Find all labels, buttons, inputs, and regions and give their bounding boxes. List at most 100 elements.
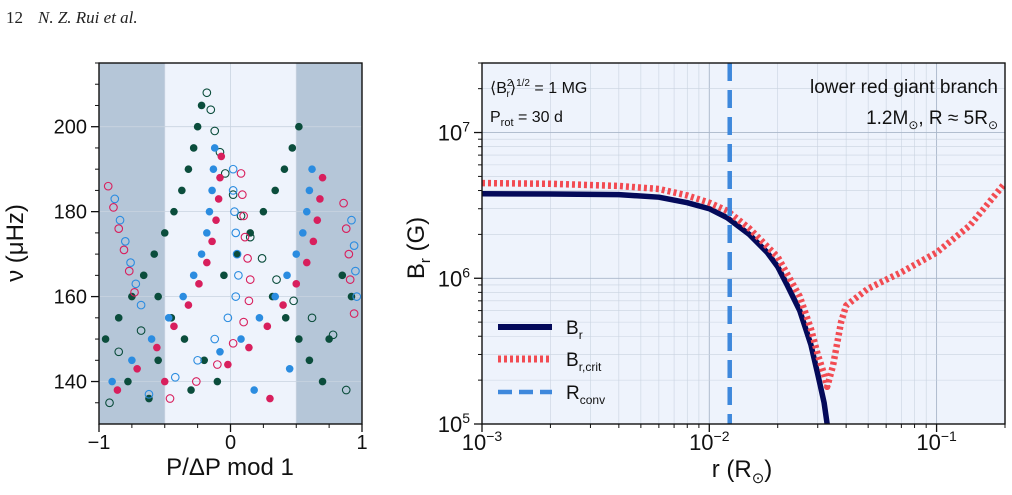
left-point-s5-15 — [119, 245, 129, 255]
left-point-s5-21 — [345, 275, 355, 284]
legend: Br Br,crit Rconv — [498, 318, 605, 407]
legend-label-rconv: Rconv — [566, 383, 605, 407]
left-point-s0-15 — [200, 356, 208, 365]
left-point-s0-21 — [288, 144, 297, 152]
left-point-s0-36 — [187, 386, 195, 394]
left-point-s0-27 — [220, 271, 228, 280]
right-plot-frame — [481, 62, 1006, 425]
left-point-s5-12 — [103, 181, 113, 191]
left-point-s4-11 — [144, 389, 154, 399]
right-panel: 10−3 10−2 10−1 105 106 107 ⟨B2 r⟩1/2 = 1 MG Pr… — [403, 62, 1006, 487]
series-line-brcrit — [482, 179, 1005, 391]
left-point-s4-10 — [170, 372, 180, 382]
left-point-s2-17 — [283, 271, 291, 280]
left-point-s4-0 — [228, 164, 238, 174]
left-ticks: −1 0 1 140 160 180 200 — [54, 62, 368, 454]
left-point-s2-15 — [299, 229, 307, 237]
left-point-s2-7 — [179, 292, 187, 301]
left-point-s5-14 — [114, 224, 124, 233]
left-point-s4-21 — [352, 292, 362, 301]
left-point-s1-4 — [220, 169, 230, 178]
left-point-s1-16 — [341, 385, 351, 395]
left-points — [101, 88, 362, 408]
left-point-s0-20 — [295, 122, 303, 131]
left-point-s0-24 — [259, 207, 268, 216]
left-point-s3-21 — [224, 360, 232, 369]
left-point-s1-8 — [257, 254, 267, 263]
left-point-s0-1 — [193, 122, 202, 131]
left-point-s3-1 — [216, 173, 224, 182]
running-authors: N. Z. Rui et al. — [38, 8, 138, 27]
annotation-branch: lower red giant branch — [810, 77, 998, 98]
left-panel: −1 0 1 140 160 180 200 ν (μHz) P/ΔP mod 1 — [2, 62, 368, 481]
left-point-s3-23 — [160, 377, 169, 386]
left-ytick-label-3: 200 — [54, 117, 87, 139]
left-point-s4-16 — [131, 279, 141, 289]
left-point-s2-21 — [216, 348, 224, 356]
left-point-s0-4 — [178, 186, 186, 195]
left-ytick-label-1: 160 — [54, 287, 87, 309]
left-point-s4-20 — [351, 266, 360, 276]
left-ytick-label-0: 140 — [54, 372, 87, 394]
shaded-region-0 — [99, 63, 165, 424]
left-point-s3-15 — [309, 237, 318, 246]
right-ytick-label-0: 105 — [438, 410, 470, 437]
right-ylabel: Br (G) — [403, 217, 434, 279]
left-point-s4-1 — [228, 186, 238, 195]
left-point-s2-16 — [292, 250, 301, 258]
left-point-s3-0 — [217, 152, 226, 161]
left-point-s1-6 — [236, 211, 246, 221]
left-xlabel: P/ΔP mod 1 — [166, 454, 294, 481]
left-point-s0-26 — [233, 250, 241, 258]
left-xtick-label-2: 1 — [356, 432, 367, 454]
left-point-s2-0 — [210, 144, 219, 152]
left-point-s5-1 — [237, 190, 247, 200]
left-point-s5-16 — [124, 266, 134, 276]
left-point-s0-6 — [160, 229, 169, 237]
left-point-s5-5 — [245, 275, 255, 284]
left-point-s0-18 — [124, 377, 132, 386]
left-point-s2-13 — [305, 186, 314, 195]
left-point-s0-7 — [150, 250, 159, 258]
left-point-s5-22 — [349, 309, 359, 318]
left-point-s3-2 — [214, 195, 223, 203]
left-point-s3-12 — [318, 173, 327, 182]
left-point-s3-9 — [153, 343, 161, 352]
left-point-s2-6 — [189, 271, 198, 280]
left-point-s2-8 — [164, 314, 173, 322]
left-point-s3-5 — [203, 258, 211, 267]
left-point-s4-15 — [126, 258, 135, 267]
left-point-s3-18 — [279, 301, 287, 309]
left-point-s4-19 — [349, 241, 359, 250]
left-point-s0-16 — [213, 377, 222, 386]
left-point-s0-9 — [128, 292, 136, 301]
right-xtick-label-0: 10−3 — [462, 428, 503, 455]
left-point-s2-4 — [203, 229, 211, 237]
left-point-s2-3 — [205, 207, 214, 216]
left-point-s5-9 — [213, 360, 222, 369]
left-point-s0-33 — [338, 271, 347, 280]
right-xtick-label-1: 10−2 — [689, 428, 730, 455]
left-grid — [99, 63, 362, 424]
left-point-s4-8 — [210, 334, 220, 344]
left-point-s3-6 — [195, 280, 203, 288]
left-point-s0-8 — [139, 271, 148, 280]
right-xlabel: r (R⊙) — [712, 456, 773, 487]
left-point-s4-12 — [110, 194, 120, 204]
left-point-s5-0 — [236, 169, 246, 178]
shaded-region-1 — [296, 63, 362, 424]
left-point-s0-11 — [101, 335, 110, 343]
series-line-br — [482, 191, 830, 424]
left-point-s5-7 — [239, 317, 248, 327]
left-point-s5-10 — [191, 377, 201, 386]
left-point-s1-7 — [245, 232, 255, 242]
left-point-s3-17 — [292, 280, 301, 288]
left-point-s3-20 — [245, 343, 253, 352]
left-point-s3-7 — [184, 301, 193, 309]
left-point-s1-9 — [272, 275, 281, 284]
left-point-s1-12 — [328, 330, 338, 340]
left-point-s0-14 — [180, 335, 189, 343]
left-point-s5-17 — [130, 287, 139, 297]
right-ytick-label-1: 106 — [438, 264, 470, 291]
